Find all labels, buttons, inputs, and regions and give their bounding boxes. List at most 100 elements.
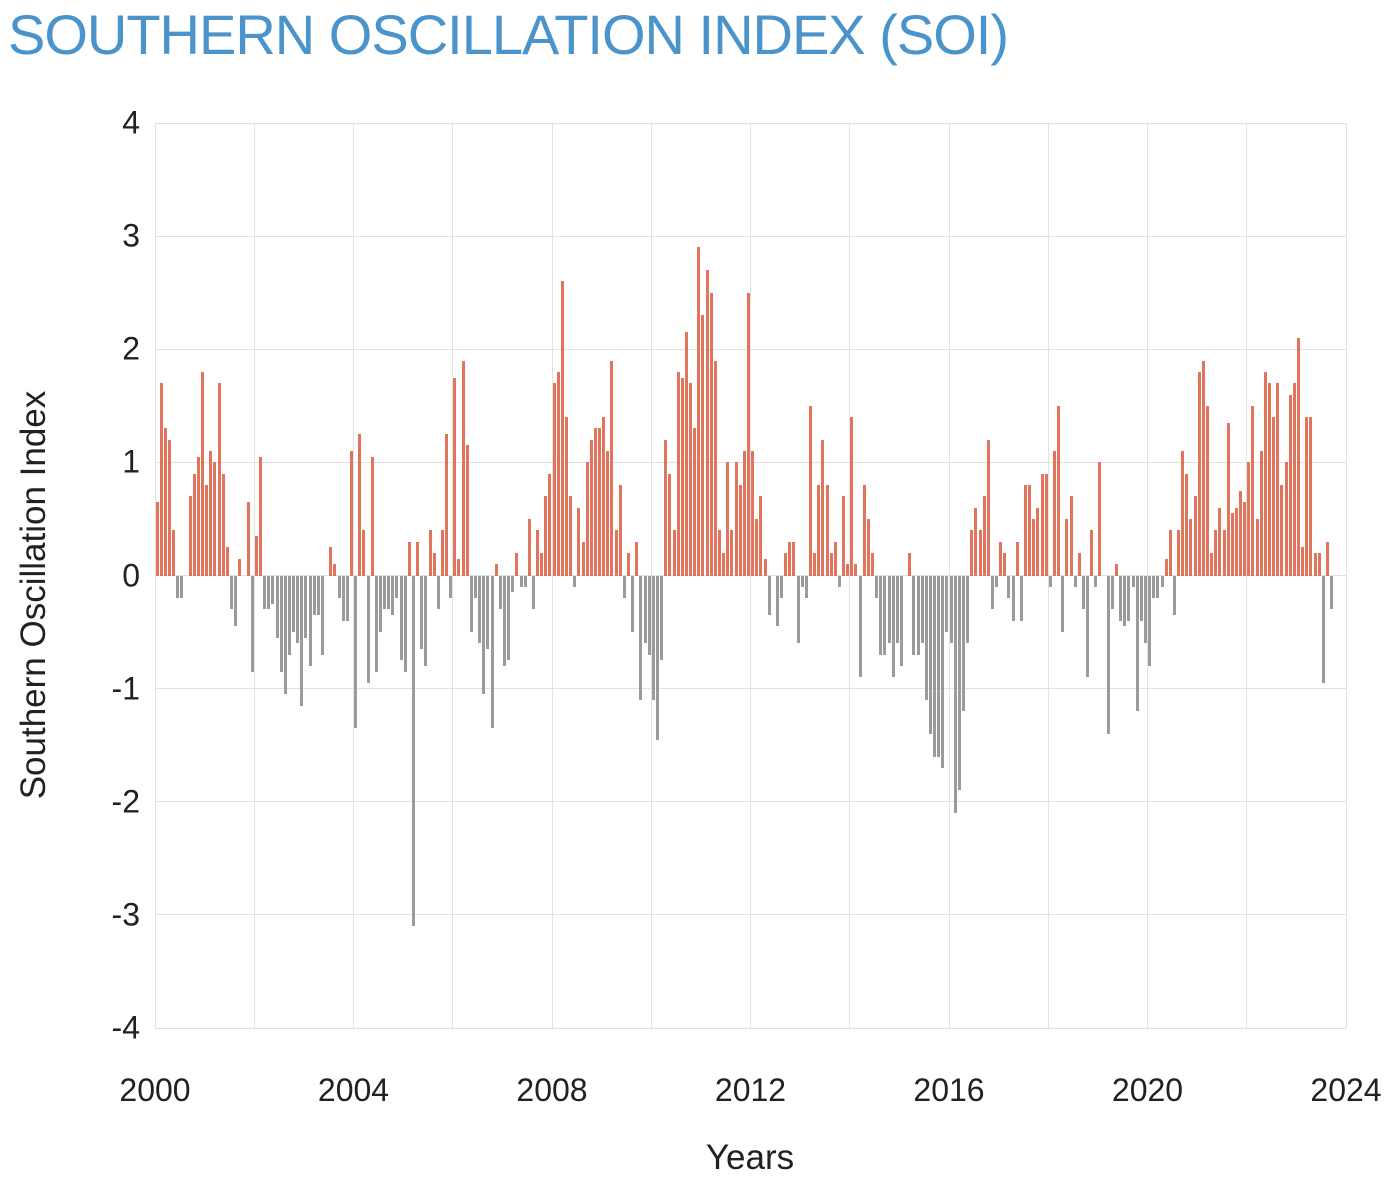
y-tick-label: 4 bbox=[122, 104, 140, 141]
soi-bar-positive bbox=[1177, 530, 1181, 576]
soi-bar-negative bbox=[469, 575, 473, 633]
soi-bar-positive bbox=[672, 530, 676, 576]
soi-bar-negative bbox=[337, 575, 341, 599]
soi-bar-positive bbox=[565, 417, 568, 576]
soi-bar-positive bbox=[1313, 552, 1317, 576]
soi-bar-negative bbox=[482, 575, 486, 695]
soi-bar-positive bbox=[713, 360, 717, 576]
soi-bar-negative bbox=[899, 575, 903, 666]
x-tick-label: 2004 bbox=[317, 1072, 390, 1108]
soi-bar-negative bbox=[800, 575, 804, 587]
soi-bar-positive bbox=[726, 462, 730, 576]
soi-bar-positive bbox=[833, 541, 837, 576]
x-tick-label: 2024 bbox=[1310, 1072, 1382, 1108]
gridline-vertical bbox=[551, 123, 553, 1028]
soi-bar-negative bbox=[1156, 575, 1160, 599]
soi-bar-positive bbox=[225, 547, 229, 576]
soi-bar-positive bbox=[1028, 485, 1032, 576]
soi-bar-positive bbox=[536, 530, 540, 576]
soi-bar-negative bbox=[403, 575, 407, 672]
soi-bar-positive bbox=[635, 541, 639, 576]
soi-bar-positive bbox=[238, 558, 242, 576]
soi-bar-positive bbox=[614, 530, 618, 576]
soi-bar-negative bbox=[775, 575, 779, 627]
soi-bar-positive bbox=[982, 496, 986, 576]
soi-bar-positive bbox=[817, 485, 821, 576]
soi-bar-positive bbox=[1292, 383, 1296, 576]
soi-bar-negative bbox=[990, 575, 994, 610]
soi-bar-positive bbox=[1115, 564, 1119, 576]
soi-bar-positive bbox=[428, 530, 432, 576]
soi-bar-negative bbox=[1152, 575, 1156, 599]
soi-bar-negative bbox=[1330, 575, 1334, 610]
soi-bar-negative bbox=[374, 575, 378, 672]
soi-bar-negative bbox=[937, 575, 941, 757]
soi-bar-positive bbox=[763, 558, 767, 576]
soi-bar-negative bbox=[511, 575, 515, 593]
soi-bar-negative bbox=[387, 575, 391, 610]
soi-bar-positive bbox=[217, 383, 221, 576]
soi-bar-positive bbox=[701, 315, 705, 576]
soi-bar-negative bbox=[1143, 575, 1147, 644]
soi-bar-negative bbox=[1135, 575, 1139, 712]
soi-bar-positive bbox=[201, 371, 205, 576]
soi-bar-negative bbox=[1160, 575, 1164, 587]
gridline-vertical bbox=[353, 123, 354, 1028]
soi-bar-negative bbox=[519, 575, 523, 587]
soi-bar-negative bbox=[486, 575, 490, 650]
soi-bar-positive bbox=[581, 541, 585, 576]
y-tick-label: 0 bbox=[122, 557, 140, 593]
soi-bar-positive bbox=[362, 530, 366, 576]
soi-bar-positive bbox=[1263, 371, 1267, 576]
soi-bar-negative bbox=[474, 575, 478, 599]
soi-bar-negative bbox=[498, 575, 502, 610]
gridline-vertical bbox=[849, 123, 851, 1028]
soi-bar-negative bbox=[660, 575, 664, 661]
soi-bar-negative bbox=[837, 575, 841, 587]
chart-title: SOUTHERN OSCILLATION INDEX (SOI) bbox=[8, 3, 1009, 66]
soi-bar-positive bbox=[842, 496, 846, 576]
soi-bar-negative bbox=[912, 575, 916, 655]
soi-bar-negative bbox=[1172, 575, 1176, 616]
soi-bar-positive bbox=[1272, 417, 1276, 576]
soi-bar-negative bbox=[275, 575, 279, 638]
soi-bar-negative bbox=[1139, 575, 1143, 621]
y-tick-label: -3 bbox=[111, 896, 140, 933]
soi-bar-negative bbox=[945, 575, 949, 633]
soi-bar-positive bbox=[196, 456, 200, 576]
soi-bar-positive bbox=[155, 501, 159, 576]
soi-bar-positive bbox=[689, 383, 693, 576]
soi-bar-positive bbox=[738, 485, 742, 576]
soi-bar-positive bbox=[1090, 530, 1094, 576]
soi-bar-positive bbox=[1024, 485, 1028, 576]
soi-bar-negative bbox=[573, 575, 577, 587]
soi-bar-positive bbox=[1164, 558, 1168, 576]
soi-bar-negative bbox=[292, 575, 296, 633]
soi-bar-positive bbox=[1218, 507, 1222, 576]
soi-bar-positive bbox=[755, 518, 759, 576]
soi-bar-negative bbox=[1019, 575, 1023, 621]
soi-bar-positive bbox=[697, 247, 701, 576]
soi-bar-negative bbox=[995, 575, 999, 587]
soi-bar-negative bbox=[631, 575, 635, 633]
soi-bar-positive bbox=[1003, 552, 1007, 576]
soi-bar-positive bbox=[784, 552, 788, 576]
soi-bar-positive bbox=[358, 434, 362, 576]
soi-bar-negative bbox=[424, 575, 428, 666]
soi-bar-positive bbox=[1015, 541, 1019, 576]
soi-bar-negative bbox=[531, 575, 535, 610]
soi-bar-negative bbox=[1321, 575, 1325, 683]
soi-bar-negative bbox=[180, 575, 184, 599]
y-tick-label: -4 bbox=[111, 1009, 140, 1046]
soi-bar-positive bbox=[1243, 501, 1247, 576]
soi-bar-positive bbox=[808, 405, 812, 576]
soi-bar-positive bbox=[1239, 490, 1243, 576]
soi-bar-positive bbox=[1301, 547, 1305, 576]
soi-bar-positive bbox=[730, 530, 734, 576]
soi-bar-positive bbox=[627, 552, 631, 576]
x-tick-label: 2016 bbox=[913, 1072, 985, 1108]
soi-bar-negative bbox=[651, 575, 655, 700]
soi-bar-negative bbox=[891, 575, 895, 678]
x-tick-label: 2020 bbox=[1111, 1072, 1184, 1108]
